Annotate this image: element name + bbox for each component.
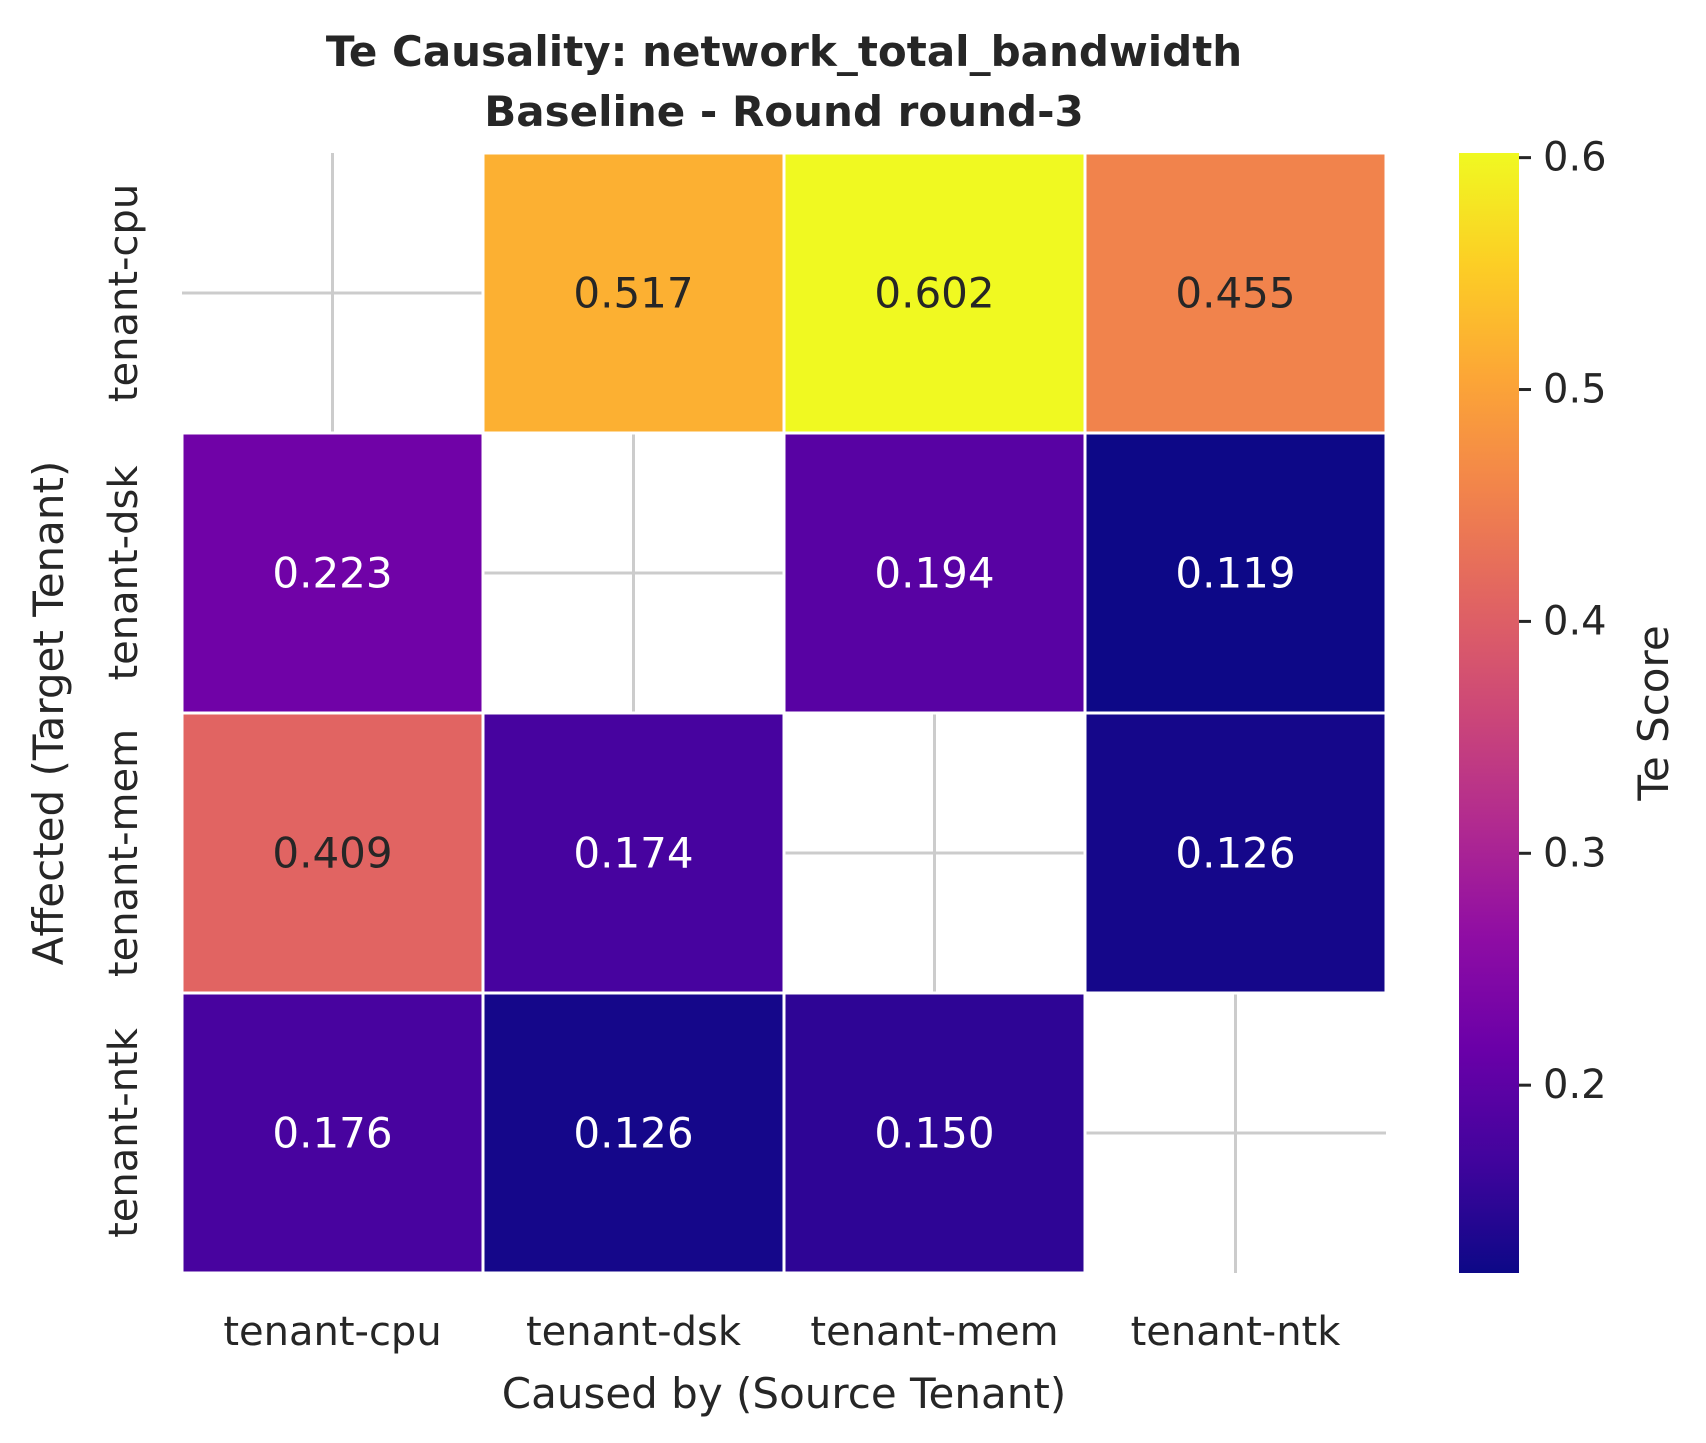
chart-title: Te Causality: network_total_bandwidth Bas… <box>326 27 1242 136</box>
heatmap-cells <box>180 151 1388 1275</box>
cell-value-label: 0.150 <box>874 1109 994 1158</box>
heatmap-cell <box>1083 431 1388 715</box>
y-tick-label: tenant-mem <box>101 729 147 977</box>
cell-value-label: 0.126 <box>573 1109 693 1158</box>
y-axis-label: Affected (Target Tenant) <box>24 461 73 966</box>
heatmap-cell <box>481 991 786 1275</box>
x-tick-label: tenant-mem <box>810 1309 1058 1355</box>
heatmap-cell <box>180 431 485 715</box>
cell-value-label: 0.176 <box>272 1109 392 1158</box>
heatmap-cell <box>481 151 786 435</box>
colorbar-label: Te Score <box>1629 625 1678 801</box>
cell-value-label: 0.194 <box>874 549 994 598</box>
x-axis-label: Caused by (Source Tenant) <box>502 1369 1066 1418</box>
x-tick-label: tenant-ntk <box>1131 1309 1342 1355</box>
colorbar-tick-label: 0.5 <box>1543 367 1607 413</box>
cell-value-label: 0.455 <box>1175 269 1295 318</box>
heatmap-cell <box>782 151 1087 435</box>
heatmap-cell <box>782 991 1087 1275</box>
colorbar-tick-label: 0.6 <box>1543 135 1607 181</box>
axes: tenant-cpu tenant-dsk tenant-mem tenant-ntk… <box>24 184 1341 1418</box>
colorbar: 0.2 0.3 0.4 0.5 0.6 Te Score <box>1459 135 1678 1273</box>
cell-value-label: 0.602 <box>874 269 994 318</box>
cell-value-label: 0.119 <box>1175 549 1295 598</box>
heatmap-cell <box>1083 151 1388 435</box>
cell-value-label: 0.126 <box>1175 829 1295 878</box>
y-tick-label: tenant-ntk <box>101 1027 147 1238</box>
colorbar-tick-label: 0.4 <box>1543 598 1607 644</box>
y-tick-label: tenant-cpu <box>101 184 147 402</box>
cell-value-label: 0.517 <box>573 269 693 318</box>
colorbar-tick-label: 0.2 <box>1543 1062 1607 1108</box>
cell-value-label: 0.409 <box>272 829 392 878</box>
colorbar-tick-label: 0.3 <box>1543 830 1607 876</box>
cell-value-label: 0.223 <box>272 549 392 598</box>
cell-value-labels: 0.517 0.602 0.455 0.223 0.194 0.119 0.409 0.174… <box>272 269 1295 1158</box>
y-tick-label: tenant-dsk <box>101 465 147 681</box>
heatmap-cell <box>1083 711 1388 995</box>
cell-value-label: 0.174 <box>573 829 693 878</box>
x-tick-label: tenant-dsk <box>526 1309 742 1355</box>
colorbar-gradient <box>1459 153 1519 1273</box>
chart-title-line: Te Causality: network_total_bandwidth <box>326 27 1242 76</box>
x-tick-label: tenant-cpu <box>223 1309 441 1355</box>
heatmap-cell <box>481 711 786 995</box>
heatmap-cell <box>180 711 485 995</box>
chart-title-line: Baseline - Round round-3 <box>484 87 1083 136</box>
